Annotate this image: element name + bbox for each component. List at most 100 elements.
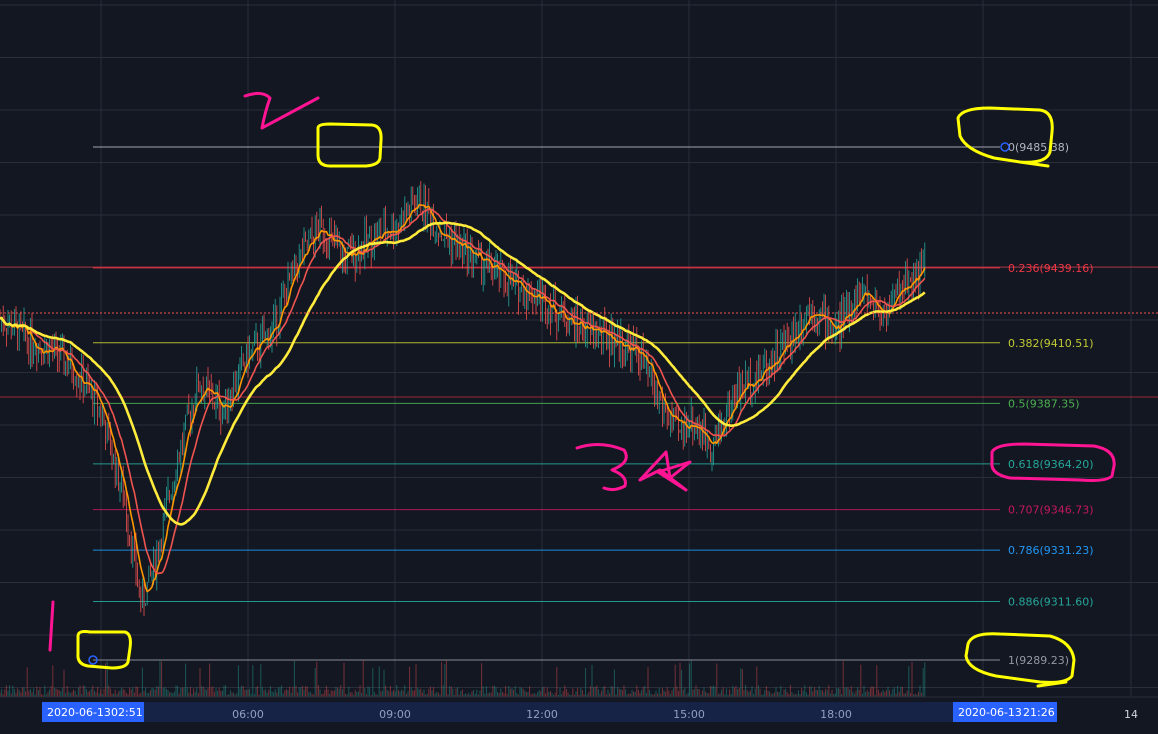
volume-bar <box>231 692 233 697</box>
volume-bar <box>719 693 721 697</box>
volume-bar <box>61 688 63 697</box>
volume-bar <box>521 687 523 697</box>
volume-bar <box>97 686 99 697</box>
volume-bar <box>917 691 919 697</box>
volume-bar <box>874 694 876 697</box>
volume-bar <box>405 693 407 697</box>
volume-bar <box>490 692 492 697</box>
volume-bar <box>546 687 548 697</box>
volume-bar <box>477 694 479 697</box>
volume-bar <box>777 691 779 697</box>
volume-bar <box>554 692 556 697</box>
volume-bar <box>583 694 585 697</box>
volume-bar <box>292 686 294 697</box>
volume-bar <box>385 685 387 697</box>
volume-bar <box>877 689 879 697</box>
volume-bar <box>706 693 708 697</box>
volume-bar <box>799 694 801 697</box>
volume-bar <box>821 689 823 697</box>
volume-bar <box>375 694 377 697</box>
volume-bar <box>65 693 67 697</box>
volume-bar <box>378 666 380 697</box>
volume-bar <box>306 686 308 697</box>
volume-bar <box>633 691 635 697</box>
volume-bar <box>569 694 571 697</box>
volume-bar <box>890 694 892 697</box>
volume-bar <box>533 693 535 697</box>
volume-bar <box>741 669 743 697</box>
volume-bar <box>717 693 719 697</box>
volume-bar <box>69 693 71 697</box>
volume-bar <box>4 689 6 697</box>
ma-fast-line <box>0 204 926 593</box>
volume-bar <box>575 691 577 697</box>
volume-bar <box>620 689 622 697</box>
volume-bar <box>853 693 855 697</box>
volume-bar <box>148 692 150 697</box>
volume-bar <box>373 691 375 697</box>
volume-bar <box>389 685 391 697</box>
volume-bar <box>785 688 787 697</box>
volume-bar <box>705 691 707 697</box>
volume-bar <box>765 686 767 697</box>
volume-bar <box>852 691 854 697</box>
volume-bar <box>871 686 873 697</box>
volume-bar <box>359 685 361 697</box>
range-start-marker[interactable]: 2020-06-13 02:51 <box>42 702 144 722</box>
volume-bar <box>887 686 889 697</box>
volume-bar <box>36 686 38 697</box>
volume-bar <box>213 692 215 697</box>
volume-bar <box>501 691 503 697</box>
volume-bar <box>90 688 92 697</box>
volume-bar <box>482 686 484 697</box>
volume-bar <box>412 690 414 697</box>
x-tick-label: 15:00 <box>673 708 705 721</box>
volume-bar <box>641 690 643 697</box>
volume-bar <box>186 687 188 697</box>
volume-bar <box>159 660 161 697</box>
volume-bar <box>57 689 59 697</box>
volume-bar <box>199 667 201 697</box>
volume-bar <box>289 686 291 697</box>
volume-bar <box>137 687 139 697</box>
volume-bar <box>1 689 3 697</box>
volume-bar <box>10 693 12 697</box>
volume-bars <box>0 660 926 697</box>
volume-bar <box>266 692 268 697</box>
volume-bar <box>813 687 815 697</box>
volume-bar <box>423 689 425 697</box>
moving-averages <box>0 204 926 593</box>
volume-bar <box>591 664 593 697</box>
volume-bar <box>796 694 798 697</box>
volume-bar <box>252 665 254 697</box>
volume-bar <box>421 692 423 697</box>
range-start-time: 02:51 <box>111 706 143 719</box>
volume-bar <box>655 690 657 697</box>
volume-bar <box>561 694 563 697</box>
volume-bar <box>23 687 25 697</box>
volume-bar <box>863 685 865 697</box>
volume-bar <box>12 685 14 697</box>
volume-bar <box>578 694 580 697</box>
volume-bar <box>223 685 225 697</box>
volume-bar <box>749 690 751 697</box>
volume-bar <box>437 692 439 697</box>
volume-bar <box>234 694 236 697</box>
ma-slow-line <box>0 221 926 526</box>
volume-bar <box>293 661 295 697</box>
volume-bar <box>212 686 214 697</box>
time-axis[interactable]: 06:00 09:00 12:00 15:00 18:00 14 2020-06… <box>0 696 1158 734</box>
volume-bar <box>372 668 374 697</box>
volume-bar <box>492 685 494 697</box>
fib-level-label: 0.382(9410.51) <box>1008 337 1094 350</box>
range-end-marker[interactable]: 2020-06-13 21:26 <box>953 702 1057 722</box>
volume-bar <box>730 694 732 697</box>
volume-bar <box>335 686 337 697</box>
ma-mid-line <box>0 208 926 575</box>
volume-bar <box>354 689 356 697</box>
volume-bar <box>237 665 239 697</box>
volume-bar <box>474 694 476 697</box>
volume-bar <box>759 688 761 697</box>
volume-bar <box>28 690 30 697</box>
